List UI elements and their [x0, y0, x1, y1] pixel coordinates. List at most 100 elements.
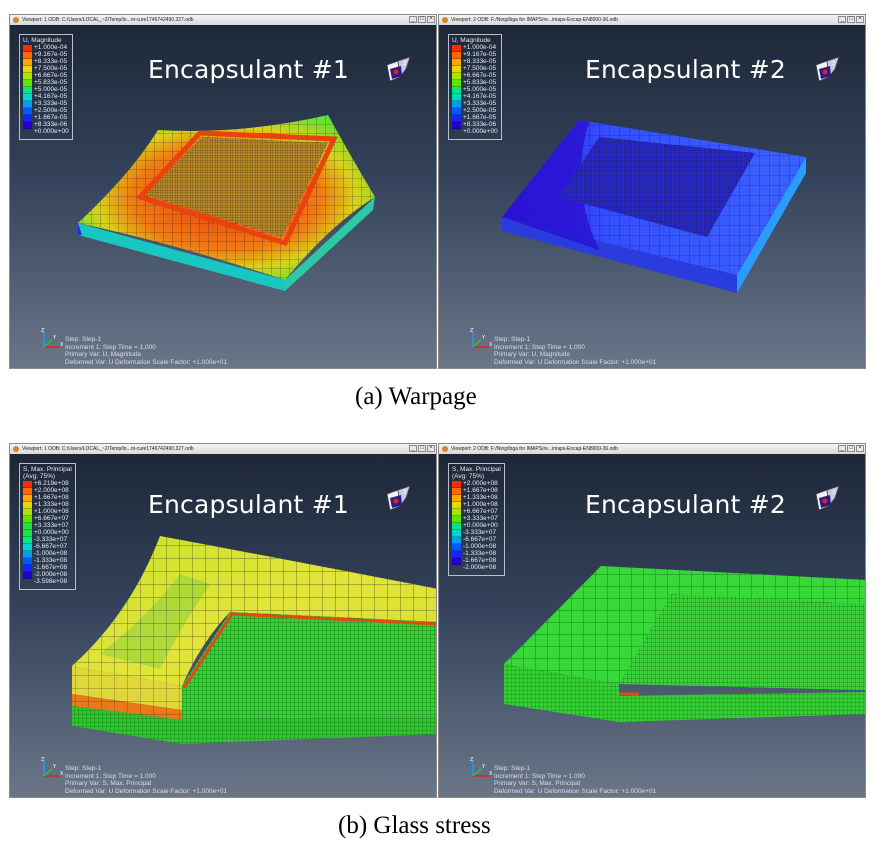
- legend-value: +3.333e+07: [34, 522, 69, 529]
- legend-value: +0.000e+00: [34, 128, 69, 135]
- legend-swatch: [23, 122, 32, 129]
- viewport-icon: [442, 17, 448, 23]
- viewport-icon: [13, 17, 19, 23]
- legend-title: U, Magnitude: [452, 37, 491, 44]
- warpage-model-view: [78, 115, 375, 291]
- legend-labels: +1.000e-04 +9.167e-05 +8.333e-05 +7.500e-05…: [463, 44, 498, 136]
- close-button[interactable]: ×: [427, 16, 435, 23]
- legend-color-bar: [452, 481, 461, 572]
- legend-value: +1.333e+08: [34, 501, 69, 508]
- stress-model-view: [504, 566, 865, 722]
- svg-text:Z: Z: [832, 61, 836, 67]
- svg-text:Y: Y: [52, 764, 57, 770]
- legend-swatch: [23, 509, 32, 516]
- legend-value: +9.167e-05: [34, 51, 68, 58]
- legend-value: +1.000e+08: [34, 508, 69, 515]
- legend-swatch: [23, 537, 32, 544]
- legend-swatch: [23, 544, 32, 551]
- legend-swatch: [452, 87, 461, 94]
- legend-value: +8.333e-06: [463, 121, 497, 128]
- close-button[interactable]: ×: [427, 445, 435, 452]
- maximize-button[interactable]: □: [847, 16, 855, 23]
- svg-text:X: X: [489, 342, 493, 348]
- legend-swatch: [23, 551, 32, 558]
- legend-value: +5.000e-05: [463, 86, 497, 93]
- close-button[interactable]: ×: [856, 445, 864, 452]
- maximize-button[interactable]: □: [847, 445, 855, 452]
- status-line: Step: Step-1: [494, 765, 531, 772]
- status-line: Primary Var: U, Magnitude: [494, 351, 571, 358]
- encapsulant-label: Encapsulant #1: [148, 490, 349, 519]
- maximize-button[interactable]: □: [418, 16, 426, 23]
- svg-text:Z: Z: [41, 328, 45, 334]
- legend-value: +3.333e+07: [463, 515, 498, 522]
- svg-text:X: X: [60, 342, 64, 348]
- legend-swatch: [23, 530, 32, 537]
- viewport-a1[interactable]: Viewport: 1 ODB: C:/Users/LOCAL_~2/Temp/…: [9, 14, 437, 369]
- legend-swatch: [452, 530, 461, 537]
- legend-value: +5.833e-05: [463, 79, 497, 86]
- close-button[interactable]: ×: [856, 16, 864, 23]
- encapsulant-label: Encapsulant #1: [148, 55, 349, 84]
- svg-text:Z: Z: [832, 490, 836, 496]
- legend-value: +5.000e-05: [34, 86, 68, 93]
- legend-swatch: [23, 66, 32, 73]
- legend-swatch: [452, 544, 461, 551]
- viewport-canvas[interactable]: U, Magnitude +1.000e-04 +9.167e-05 +8.333e…: [439, 25, 865, 368]
- legend-swatch: [452, 558, 461, 565]
- contour-legend: U, Magnitude +1.000e-04 +9.167e-05 +8.333e…: [448, 34, 502, 140]
- viewport-canvas[interactable]: S, Max. Principal (Avg: 75%) +6.219e+08 +…: [10, 454, 436, 797]
- legend-swatch: [452, 551, 461, 558]
- legend-value: +8.333e-05: [463, 58, 497, 65]
- legend-swatch: [452, 523, 461, 530]
- legend-value: +1.333e+08: [463, 494, 498, 501]
- legend-value: -2.000e+08: [463, 564, 497, 571]
- minimize-button[interactable]: _: [838, 16, 846, 23]
- legend-swatch: [23, 101, 32, 108]
- warpage-model-view: [502, 120, 806, 293]
- legend-swatch: [452, 101, 461, 108]
- legend-swatch: [23, 94, 32, 101]
- status-line: Deformed Var: U Deformation Scale Factor…: [65, 358, 228, 366]
- status-line: Primary Var: U, Magnitude: [65, 351, 142, 358]
- legend-swatch: [452, 495, 461, 502]
- svg-text:Z: Z: [403, 61, 407, 67]
- status-line: Step: Step-1: [494, 336, 531, 343]
- legend-value: +7.500e-05: [463, 65, 497, 72]
- caption-b: (b) Glass stress: [338, 812, 491, 839]
- legend-value: -1.333e+08: [34, 557, 68, 564]
- legend-swatch: [452, 80, 461, 87]
- viewport-b1[interactable]: Viewport: 1 ODB: C:/Users/LOCAL_~2/Temp/…: [9, 443, 437, 798]
- svg-text:Z: Z: [470, 328, 474, 334]
- viewport-canvas[interactable]: U, Magnitude +1.000e-04 +9.167e-05 +8.333e…: [10, 25, 436, 368]
- minimize-button[interactable]: _: [409, 445, 417, 452]
- status-line: Deformed Var: U Deformation Scale Factor…: [65, 787, 228, 795]
- legend-swatch: [23, 59, 32, 66]
- minimize-button[interactable]: _: [409, 16, 417, 23]
- viewport-canvas[interactable]: S, Max. Principal (Avg: 75%) +2.000e+08 +…: [439, 454, 865, 797]
- legend-swatch: [23, 502, 32, 509]
- legend-swatch: [452, 516, 461, 523]
- legend-swatch: [452, 59, 461, 66]
- viewport-icon: [442, 446, 448, 452]
- legend-swatch: [23, 45, 32, 52]
- minimize-button[interactable]: _: [838, 445, 846, 452]
- legend-value: +8.333e-05: [34, 58, 68, 65]
- legend-value: +1.000e+08: [463, 501, 498, 508]
- legend-value: +4.167e-05: [463, 93, 497, 100]
- legend-value: -2.000e+08: [34, 571, 68, 578]
- status-block: Step: Step-1 Increment 1: Step Time = 1.…: [65, 765, 227, 795]
- legend-swatch: [23, 523, 32, 530]
- viewport-a2[interactable]: Viewport: 2 ODB: F:/Ning/ibga for IMAPS/…: [438, 14, 866, 369]
- maximize-button[interactable]: □: [418, 445, 426, 452]
- coordinate-triad-icon: Z Y X: [470, 328, 493, 348]
- legend-value: +3.333e-05: [34, 100, 68, 107]
- viewport-title: Viewport: 2 ODB: F:/Ning/ibga for IMAPS/…: [451, 446, 618, 452]
- legend-swatch: [452, 537, 461, 544]
- legend-swatch: [452, 115, 461, 122]
- contour-legend: S, Max. Principal (Avg: 75%) +2.000e+08 +…: [448, 463, 505, 576]
- legend-swatch: [452, 481, 461, 488]
- viewport-b2[interactable]: Viewport: 2 ODB: F:/Ning/ibga for IMAPS/…: [438, 443, 866, 798]
- legend-swatch: [452, 502, 461, 509]
- legend-value: +0.000e+00: [463, 522, 498, 529]
